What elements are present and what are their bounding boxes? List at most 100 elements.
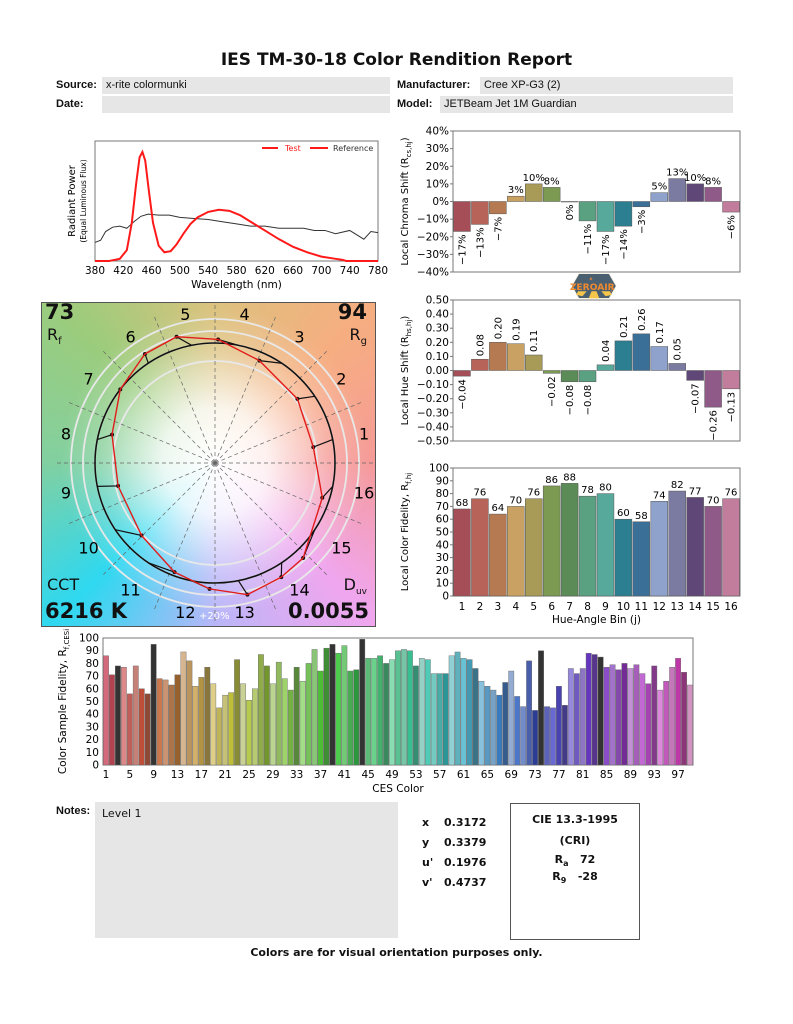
local-fidelity-y-tick: 10 — [436, 578, 449, 590]
hue-shift-data-label: 0.08 — [475, 334, 486, 356]
cct-label: CCT — [47, 575, 80, 594]
local-fidelity-x-tick: 13 — [671, 601, 684, 613]
local-fidelity-x-tick: 16 — [724, 601, 738, 613]
hue-bin-label: 3 — [294, 328, 304, 347]
ces-y-tick: 20 — [86, 734, 99, 746]
vector-bin-divider — [214, 401, 363, 464]
ces-bar — [252, 688, 258, 766]
chroma-shift-bar — [471, 201, 489, 225]
local-fidelity-y-tick: 50 — [436, 527, 449, 539]
hue-shift-data-label: −0.13 — [727, 392, 738, 423]
spectrum-x-tick: 700 — [311, 265, 331, 277]
local-fidelity-data-label: 68 — [456, 498, 469, 509]
ces-x-tick: 37 — [314, 769, 327, 781]
hue-shift-bar — [686, 370, 704, 381]
shift-arrow — [297, 395, 315, 400]
chroma-shift-bar — [722, 201, 740, 213]
cct-value: 6216 K — [45, 599, 128, 623]
ces-y-tick: 50 — [86, 696, 99, 708]
ces-x-tick: 1 — [103, 769, 110, 781]
local-fidelity-data-label: 88 — [563, 472, 576, 483]
local-fidelity-data-label: 76 — [527, 488, 540, 499]
ces-x-label: CES Color — [372, 783, 424, 795]
ces-bar — [579, 668, 586, 766]
ces-bar — [407, 650, 413, 766]
chroma-shift-data-label: 10% — [684, 173, 706, 184]
chroma-shift-bar — [507, 195, 525, 202]
chromaticity-table: x 0.3172 y 0.3379 u' 0.1976 v' 0.4737 — [422, 816, 486, 896]
ces-bar — [424, 659, 431, 766]
local-fidelity-bar — [596, 493, 615, 597]
ces-bar — [627, 668, 634, 766]
ces-bar — [264, 665, 270, 766]
ces-bar — [115, 665, 121, 766]
hue-shift-bar — [650, 346, 668, 371]
hue-shift-data-label: 0.04 — [601, 340, 612, 362]
local-fidelity-bar — [632, 521, 651, 597]
chroma-shift-bar — [578, 201, 597, 222]
hue-shift-bar — [578, 370, 597, 383]
local-fidelity-data-label: 58 — [635, 511, 648, 522]
hue-bin-label: 1 — [359, 424, 369, 443]
hue-shift-y-tick: −0.30 — [417, 407, 449, 419]
cri-box: CIE 13.3-1995 (CRI) Ra 72 R9 -28 — [510, 803, 640, 940]
vector-grid-ring — [82, 330, 348, 596]
ces-x-tick: 25 — [242, 769, 255, 781]
spectrum-x-tick: 420 — [113, 265, 133, 277]
chroma-shift-data-label: −17% — [457, 234, 468, 265]
ces-bar — [573, 673, 580, 766]
ces-bar — [150, 644, 157, 766]
chroma-shift-y-tick: 30% — [426, 143, 449, 155]
model-field: JETBeam Jet 1M Guardian — [440, 96, 733, 113]
chroma-row-v: v' 0.4737 — [422, 876, 487, 889]
ces-bar — [210, 683, 217, 766]
hue-shift-data-label: 0.21 — [619, 316, 630, 338]
hue-shift-y-tick: 0.40 — [426, 309, 449, 321]
local-fidelity-x-tick: 3 — [495, 601, 502, 613]
chroma-shift-data-label: −11% — [583, 224, 594, 255]
local-fidelity-y-tick: 80 — [436, 488, 449, 500]
ces-bar — [335, 653, 342, 766]
ces-bar — [347, 670, 354, 766]
hue-shift-data-label: −0.26 — [709, 410, 720, 441]
ces-bar — [567, 668, 574, 766]
spectrum-y-label: Radiant Power — [67, 164, 78, 237]
chroma-shift-bar — [632, 201, 651, 208]
ces-bar — [192, 686, 199, 766]
logo-ray — [601, 291, 612, 297]
local-fidelity-x-tick: 8 — [584, 601, 591, 613]
vector-bin-divider — [214, 462, 277, 611]
chroma-shift-y-tick: −40% — [417, 267, 449, 279]
hue-shift-y-tick: 0.20 — [426, 337, 449, 349]
chroma-shift-bar — [542, 187, 561, 202]
local-fidelity-y-tick: 70 — [436, 501, 449, 513]
local-fidelity-data-label: 74 — [653, 490, 666, 501]
vector-bin-divider — [101, 462, 216, 577]
ces-y-tick: 100 — [79, 633, 99, 645]
chroma-shift-y-tick: 20% — [426, 161, 449, 173]
hue-shift-data-label: 0.20 — [493, 317, 504, 339]
hue-shift-data-label: 0.05 — [673, 338, 684, 360]
ces-bar — [401, 649, 407, 766]
hue-shift-data-label: −0.07 — [691, 383, 702, 414]
chroma-shift-data-label: 5% — [651, 182, 667, 193]
local-fidelity-bar — [614, 518, 633, 597]
ces-x-tick: 85 — [600, 769, 613, 781]
ces-bar — [216, 707, 223, 766]
local-fidelity-bar — [453, 508, 471, 597]
chroma-shift-data-label: 8% — [705, 176, 721, 187]
ces-x-tick: 5 — [126, 769, 133, 781]
local-fidelity-bar — [722, 498, 740, 597]
manufacturer-label: Manufacturer: — [397, 79, 471, 91]
ces-bar — [389, 659, 395, 766]
ces-bar — [228, 692, 235, 766]
ces-bar — [639, 673, 646, 766]
shift-arrow — [259, 360, 282, 364]
rg-label: Rg — [349, 325, 367, 348]
ces-bar — [305, 663, 312, 766]
source-label: Source: — [56, 79, 97, 91]
ces-bar — [687, 684, 693, 766]
ces-bar — [508, 670, 515, 766]
ces-x-tick: 77 — [552, 769, 565, 781]
hue-shift-data-label: 0.26 — [637, 309, 648, 331]
